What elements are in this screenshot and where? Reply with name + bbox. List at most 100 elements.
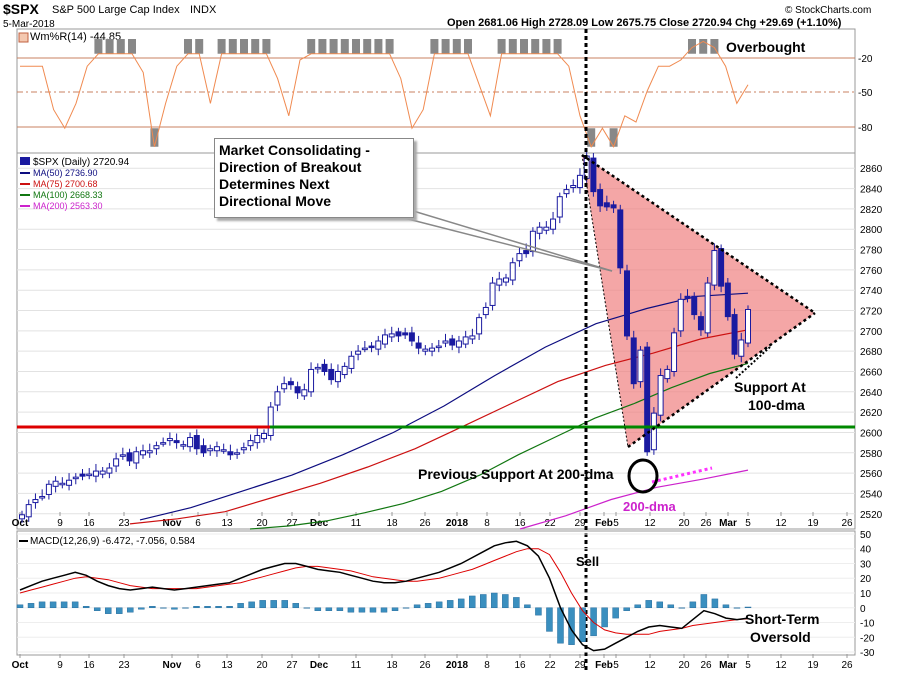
price-candle [429,343,436,357]
price-candle [334,364,341,388]
price-tick-label: 2860 [860,164,883,175]
candle-body [429,347,436,352]
price-candle [247,434,254,451]
price-candle [745,305,751,348]
price-candle [240,442,247,454]
x-tick-label: 12 [775,660,787,671]
price-tick-label: 2600 [860,428,883,439]
candle-body [482,306,489,316]
price-candle [355,345,362,361]
x-tick-label: 16 [83,660,95,671]
x-tick-label: 26 [700,518,712,529]
candle-body [657,375,664,416]
price-candle [314,363,321,374]
price-tick-label: 2800 [860,225,883,236]
macd-hist-bar [678,607,686,609]
price-tick-label: 2740 [860,286,883,297]
macd-hist-bar [104,607,112,614]
macd-hist-bar [711,598,719,609]
candle-body [361,347,368,351]
macd-hist-bar [182,607,189,609]
candle-body [220,449,227,452]
candle-body [415,342,422,349]
macd-hist-bar [226,606,233,609]
price-candle [489,276,496,311]
x-tick-label: Dec [310,660,329,671]
price-candle [160,437,167,447]
macd-hist-bar [292,603,300,609]
price-candle [86,468,93,480]
macd-hist-bar [160,607,167,609]
candle-body [624,270,630,337]
macd-hist-bar [579,607,586,642]
x-tick-label: Nov [163,518,182,529]
price-candle [281,376,288,393]
macd-hist-bar [358,607,366,613]
candle-body [314,366,321,370]
candle-body [738,339,745,357]
candle-body [630,337,637,385]
macd-hist-bar [204,606,211,609]
chart-index-name: S&P 500 Large Cap Index [52,4,180,16]
price-candle [187,432,194,452]
candle-body [529,230,536,253]
candle-body [469,335,476,340]
price-candle [563,184,570,198]
candle-body [731,314,738,355]
macd-hist-bar [568,607,575,645]
ma200-dotted-extension [651,466,713,484]
candle-body [449,338,456,346]
candle-body [368,345,375,349]
candle-body [213,446,220,452]
triangle-top-edge [581,153,816,315]
price-candle [193,429,200,455]
x-tick-label: Mar [719,518,737,529]
triangle-left-edge [581,154,629,448]
price-tick-label: 2620 [860,408,883,419]
macd-hist-bar [49,601,57,609]
price-tick-label: 2640 [860,388,883,399]
price-candle [469,328,476,345]
price-candle [697,311,704,336]
candle-body [328,368,335,381]
macd-hist-bar [237,603,244,609]
macd-hist-bar [38,601,46,609]
x-tick-label: 18 [386,518,398,529]
legend-price: $SPX (Daily) 2720.94 [33,157,130,168]
price-candle [449,334,456,351]
price-candle [375,335,382,356]
candle-body [92,470,99,477]
price-candle [603,195,610,211]
candle-body [462,336,469,345]
candle-body [442,340,449,344]
stockcharts-watermark: © StockCharts.com [785,5,871,16]
price-candle [301,383,308,400]
candle-body [503,277,509,283]
candle-body [341,365,348,376]
x-tick-label: 11 [351,660,362,671]
macd-hist-bar [127,607,134,613]
candle-body [25,504,32,518]
price-tick-label: 2580 [860,449,883,460]
price-candle [731,308,738,360]
price-candle [624,264,630,340]
x-tick-label: Nov [163,660,182,671]
x-tick-label: 26 [841,518,853,529]
price-candle [328,363,335,385]
x-tick-label: 11 [351,518,362,529]
price-candle [691,292,698,320]
x-tick-label: 5 [613,660,619,671]
price-candle [119,447,126,460]
candle-body [382,334,388,345]
macd-hist-bar [16,604,24,609]
macd-hist-bar [93,607,101,611]
x-tick-label: 20 [678,518,690,529]
macd-tick-label: 0 [860,604,866,615]
candle-body [684,295,691,299]
price-candle [637,346,644,388]
candle-body [207,448,214,452]
candle-body [153,445,160,450]
price-tick-label: 2780 [860,246,883,257]
macd-hist-bar [82,606,90,609]
